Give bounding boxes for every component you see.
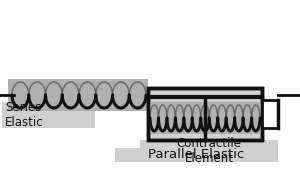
Bar <box>8 79 148 111</box>
Text: Parallel Elastic: Parallel Elastic <box>148 149 244 161</box>
Bar <box>190 128 220 140</box>
Bar <box>148 102 262 134</box>
Bar <box>148 88 262 140</box>
Bar <box>140 140 278 162</box>
Text: Series
Elastic: Series Elastic <box>5 101 44 129</box>
Bar <box>2 102 95 128</box>
Bar <box>115 148 278 162</box>
Bar <box>148 88 262 140</box>
Text: Contractile
Element: Contractile Element <box>176 137 242 165</box>
Bar <box>262 100 278 128</box>
